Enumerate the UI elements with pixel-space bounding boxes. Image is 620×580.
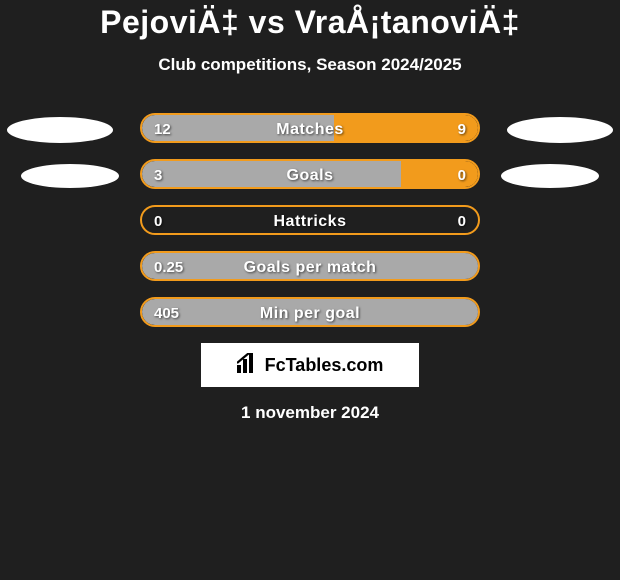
stat-bar: 129Matches: [140, 113, 480, 143]
avatar-placeholder: [7, 117, 113, 143]
avatar-placeholder: [507, 117, 613, 143]
bar-chart-icon: [237, 353, 259, 378]
comparison-bars: 129Matches 30Goals 00Hattricks 0.25Goals pe…: [0, 113, 620, 327]
avatar-placeholder: [501, 164, 599, 188]
logo-text: FcTables.com: [265, 355, 384, 376]
bar-label: Matches: [142, 115, 478, 141]
snapshot-date: 1 november 2024: [0, 403, 620, 423]
bar-label: Hattricks: [142, 207, 478, 233]
watermark-logo: FcTables.com: [201, 343, 419, 387]
stat-bar: 30Goals: [140, 159, 480, 189]
page-subtitle: Club competitions, Season 2024/2025: [0, 55, 620, 75]
bar-label: Min per goal: [142, 299, 478, 325]
avatar-placeholder: [21, 164, 119, 188]
bar-label: Goals: [142, 161, 478, 187]
bar-label: Goals per match: [142, 253, 478, 279]
stat-bar: 0.25Goals per match: [140, 251, 480, 281]
page-title: PejoviÄ‡ vs VraÅ¡tanoviÄ‡: [0, 0, 620, 41]
stat-bar: 405Min per goal: [140, 297, 480, 327]
stat-bar: 00Hattricks: [140, 205, 480, 235]
